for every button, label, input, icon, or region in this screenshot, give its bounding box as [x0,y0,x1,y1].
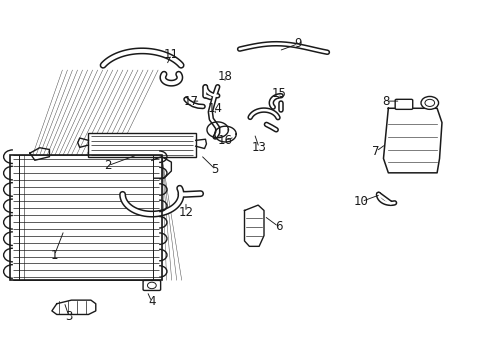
Polygon shape [383,108,441,173]
Text: 1: 1 [50,249,58,262]
FancyBboxPatch shape [143,280,160,291]
Text: 4: 4 [148,296,155,309]
Text: 6: 6 [274,220,282,233]
Text: 5: 5 [211,163,219,176]
Text: 2: 2 [104,159,111,172]
Text: 18: 18 [217,69,232,82]
Bar [10,155,161,280]
Polygon shape [244,205,264,246]
Bar [88,134,195,157]
Text: 8: 8 [382,95,389,108]
Text: 7: 7 [372,145,379,158]
Text: 10: 10 [353,195,368,208]
Text: 12: 12 [178,206,193,219]
FancyBboxPatch shape [394,99,412,109]
Circle shape [420,96,438,109]
Bar [10,155,161,280]
Text: 14: 14 [207,102,223,115]
Circle shape [424,99,434,107]
Text: 16: 16 [217,134,232,147]
Polygon shape [52,300,96,315]
Text: 9: 9 [294,37,301,50]
Text: 17: 17 [183,95,198,108]
Circle shape [147,282,156,289]
Bar [10,155,161,280]
Bar [88,134,195,157]
Text: 3: 3 [65,310,73,323]
Text: 11: 11 [163,48,179,61]
Text: 15: 15 [271,87,285,100]
Text: 13: 13 [251,141,266,154]
